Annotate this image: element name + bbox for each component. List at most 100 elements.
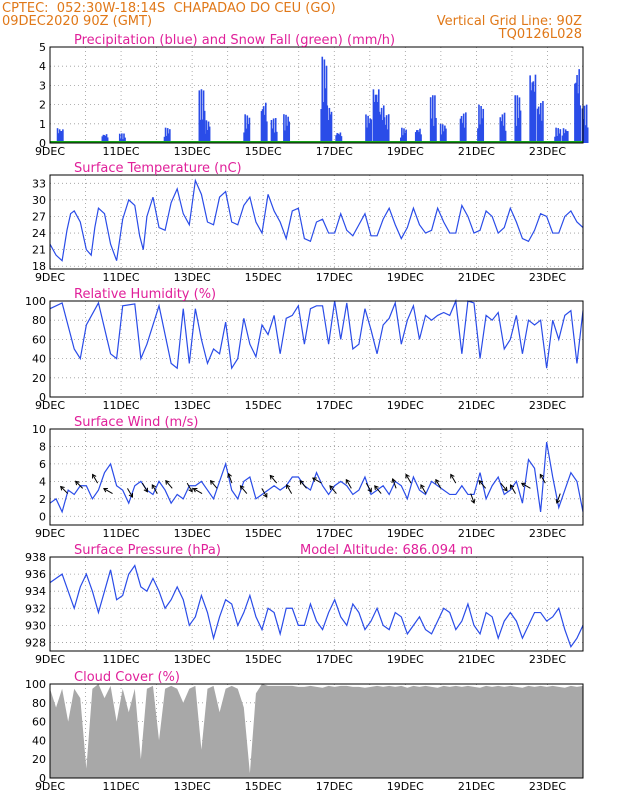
- wind-arrow: [240, 485, 248, 494]
- precip-bar: [540, 102, 542, 143]
- precip-bar: [567, 131, 569, 143]
- precip-bar: [559, 129, 562, 143]
- precip-bar: [387, 114, 390, 143]
- ytick-label: 60: [32, 716, 46, 729]
- precip-bar: [532, 81, 535, 143]
- xtick-label: 17DEC: [316, 145, 353, 158]
- panel-title: Relative Humidity (%): [74, 287, 216, 302]
- wind-arrow: [478, 480, 487, 489]
- wind-arrow: [365, 482, 372, 493]
- wind-arrow: [299, 480, 307, 489]
- ytick-label: 5: [39, 41, 46, 54]
- xtick-label: 15DEC: [245, 527, 282, 540]
- precip-bar: [262, 106, 265, 143]
- wind-arrow: [392, 478, 397, 489]
- ytick-label: 33: [32, 177, 46, 190]
- precip-bar: [366, 127, 368, 143]
- panel-5: 0 20 40 60 80 100 9DEC 11DEC 13DEC 15DEC 17DEC 19DE…: [25, 670, 584, 793]
- ytick-label: 100: [25, 295, 46, 308]
- wind-arrow-head: [165, 479, 170, 485]
- wind-arrow-head: [128, 492, 134, 498]
- ytick-label: 80: [32, 697, 46, 710]
- precip-bar: [58, 129, 61, 143]
- precip-bar: [558, 133, 561, 143]
- wind-arrow: [450, 474, 457, 484]
- precip-bar: [576, 75, 578, 143]
- ytick-label: 4: [39, 60, 46, 73]
- precip-bar: [554, 136, 556, 143]
- wind-arrow-head: [555, 498, 561, 504]
- wind-arrow: [103, 488, 113, 495]
- xtick-label: 17DEC: [316, 271, 353, 284]
- header-station: CPTEC: 052:30W-18:14S CHAPADAO DO CEU (G…: [2, 1, 336, 16]
- precip-bar: [169, 129, 171, 143]
- series-line: [49, 298, 584, 370]
- xtick-label: 15DEC: [245, 145, 282, 158]
- precip-bar: [103, 135, 106, 143]
- xtick-label: 11DEC: [103, 780, 140, 793]
- precip-bar: [288, 121, 291, 143]
- precip-bar: [247, 124, 250, 143]
- precip-bar: [434, 95, 436, 143]
- precip-bar: [208, 126, 211, 143]
- precip-bar: [586, 127, 589, 143]
- precip-bar: [320, 109, 323, 143]
- precip-bar: [542, 101, 544, 143]
- precip-bar: [275, 131, 278, 143]
- wind-arrow: [345, 479, 352, 489]
- wind-arrow-head: [92, 473, 97, 479]
- precip-bar: [244, 114, 246, 143]
- precip-bar: [167, 133, 170, 143]
- precip-bar: [59, 131, 62, 143]
- wind-arrow-head: [345, 478, 351, 484]
- precip-bar: [266, 121, 268, 143]
- wind-arrow: [286, 484, 293, 494]
- precip-bar: [378, 111, 381, 143]
- wind-arrow-head: [311, 477, 317, 482]
- precip-bar: [561, 135, 564, 143]
- precip-bar: [270, 119, 273, 143]
- precip-bar: [578, 69, 580, 143]
- wind-arrow: [556, 493, 561, 504]
- precip-bar: [123, 133, 125, 143]
- panel-3: 0 2 4 6 8 10 9DEC 11DEC 13DEC 15DEC 17DEC 19DEC 21DE…: [32, 415, 584, 540]
- wind-arrow-head: [269, 474, 275, 480]
- precip-bar: [118, 133, 121, 143]
- precip-bar: [531, 82, 534, 143]
- precip-bar: [418, 132, 420, 143]
- precip-bar: [441, 124, 444, 143]
- panel-1: 18 21 24 27 30 33 9DEC 11DEC 13DEC 15DEC 17DEC 19DE…: [32, 161, 584, 284]
- precip-bar: [459, 118, 462, 143]
- xtick-label: 15DEC: [245, 399, 282, 412]
- precip-bar: [386, 129, 389, 143]
- wind-arrow-head: [209, 479, 215, 485]
- precip-bar: [271, 128, 274, 143]
- xtick-label: 23DEC: [529, 145, 566, 158]
- precip-bar: [404, 132, 406, 143]
- xtick-label: 15DEC: [245, 780, 282, 793]
- precip-bar: [440, 134, 443, 143]
- precip-bar: [380, 107, 383, 143]
- precip-bar: [340, 136, 343, 143]
- precip-bar: [261, 109, 264, 143]
- precip-bar: [321, 56, 324, 143]
- panel-0: 0 1 2 3 4 5 9DEC 11DEC 13DEC 15DEC 17DEC 19DEC 21DEC…: [35, 33, 589, 158]
- precip-bar: [400, 137, 402, 143]
- precip-bar: [375, 94, 378, 143]
- precip-bar: [463, 127, 466, 143]
- panel-title: Surface Pressure (hPa): [74, 543, 221, 558]
- precip-bar: [322, 102, 325, 143]
- precip-bar: [201, 119, 204, 143]
- precip-bar: [336, 133, 338, 143]
- xtick-label: 19DEC: [387, 653, 424, 666]
- wind-arrow: [210, 480, 218, 489]
- precip-bar: [435, 117, 437, 143]
- precip-bar: [326, 105, 329, 143]
- xtick-label: 23DEC: [529, 653, 566, 666]
- precip-bar: [286, 125, 288, 143]
- precip-bar: [563, 133, 566, 143]
- precip-bar: [245, 128, 248, 143]
- precip-bar: [465, 112, 467, 143]
- ytick-label: 80: [32, 314, 46, 327]
- ytick-label: 24: [32, 227, 46, 240]
